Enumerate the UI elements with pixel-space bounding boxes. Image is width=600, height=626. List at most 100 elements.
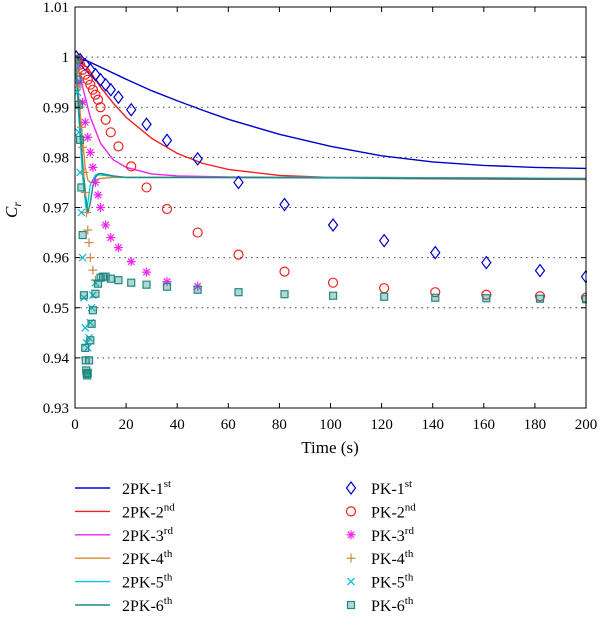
data-point xyxy=(106,233,116,243)
x-tick-label: 180 xyxy=(524,417,547,433)
data-point xyxy=(85,253,95,263)
data-point xyxy=(77,208,86,217)
data-point xyxy=(142,280,151,289)
data-point xyxy=(279,197,290,212)
y-tick-label: 0.96 xyxy=(43,251,70,267)
data-point xyxy=(80,117,90,127)
legend-item-pk-1 xyxy=(345,481,357,495)
data-point xyxy=(85,79,96,90)
data-point xyxy=(127,278,136,287)
data-point xyxy=(100,114,111,125)
data-point xyxy=(80,69,91,80)
data-point xyxy=(141,117,152,132)
legend-label: PK-2nd xyxy=(371,501,416,521)
x-tick-label: 40 xyxy=(170,417,185,433)
legend-label: PK-1st xyxy=(371,478,412,498)
legend-swatch xyxy=(345,481,357,495)
plot-data xyxy=(75,50,587,380)
legend-swatch xyxy=(346,600,356,610)
series-line-2pk-6 xyxy=(75,57,587,214)
series-markers-pk-6 xyxy=(75,55,587,380)
y-tick-label: 0.93 xyxy=(43,401,69,417)
data-point xyxy=(84,356,94,365)
series-markers-pk-1 xyxy=(75,50,587,284)
data-point xyxy=(76,135,85,144)
data-point xyxy=(83,132,93,142)
legend-swatch xyxy=(346,553,356,563)
data-point xyxy=(192,151,203,166)
series-line-2pk-5 xyxy=(75,57,587,213)
data-point xyxy=(431,293,440,302)
data-point xyxy=(327,277,339,288)
data-point xyxy=(161,133,173,148)
data-point xyxy=(85,147,95,157)
y-axis-label-main: C xyxy=(2,206,21,218)
data-point xyxy=(90,89,101,100)
data-point xyxy=(534,263,546,278)
data-point xyxy=(79,291,89,300)
data-point xyxy=(114,276,123,285)
plot-frame xyxy=(74,6,587,409)
data-point xyxy=(534,291,546,302)
data-point xyxy=(141,182,152,193)
legend-label: 2PK-3rd xyxy=(122,525,173,545)
data-point xyxy=(75,55,81,64)
data-point xyxy=(126,257,136,267)
data-point xyxy=(78,142,88,152)
data-point xyxy=(430,245,441,260)
data-point xyxy=(113,141,124,152)
legend-item-pk-4 xyxy=(346,553,356,563)
legend-label: PK-6th xyxy=(371,595,414,615)
data-point xyxy=(86,336,95,345)
x-tick-label: 20 xyxy=(119,417,134,433)
data-point xyxy=(192,227,203,238)
data-point xyxy=(88,162,98,172)
data-point xyxy=(75,128,83,137)
y-axis-label-sub: r xyxy=(10,202,24,207)
x-tick-label: 80 xyxy=(272,417,287,433)
data-point xyxy=(380,292,389,301)
data-point xyxy=(430,287,441,298)
y-tick-label: 1 xyxy=(62,50,70,66)
data-point xyxy=(162,282,172,291)
legend-label: 2PK-4th xyxy=(122,548,173,568)
legend-label: 2PK-1st xyxy=(122,478,171,498)
legend-swatch xyxy=(346,530,356,540)
data-point xyxy=(87,84,98,95)
x-tick-label: 60 xyxy=(221,417,236,433)
data-point xyxy=(91,289,100,298)
data-point xyxy=(76,168,85,177)
data-point xyxy=(77,183,86,192)
data-point xyxy=(279,266,290,277)
data-point xyxy=(126,161,137,172)
y-tick-label: 0.98 xyxy=(43,150,69,166)
x-tick-label: 0 xyxy=(71,417,79,433)
x-tick-label: 100 xyxy=(319,417,342,433)
legend-item-pk-5 xyxy=(347,577,355,586)
data-point xyxy=(83,343,92,352)
y-axis-label: Cr xyxy=(2,202,24,218)
data-point xyxy=(81,208,91,218)
series-line-2pk-2 xyxy=(75,56,587,181)
data-point xyxy=(162,277,172,287)
x-tick-label: 140 xyxy=(421,417,444,433)
data-point xyxy=(93,190,103,200)
data-point xyxy=(83,368,92,378)
legend-item-pk-3 xyxy=(346,530,356,540)
data-point xyxy=(142,267,152,277)
data-point xyxy=(113,90,124,105)
data-point xyxy=(535,294,545,303)
data-point xyxy=(125,102,137,117)
data-point xyxy=(95,72,106,87)
data-point xyxy=(113,243,123,253)
data-point xyxy=(88,265,98,275)
data-point xyxy=(233,175,244,190)
x-tick-label: 120 xyxy=(370,417,393,433)
data-point xyxy=(100,77,111,92)
data-point xyxy=(96,273,105,282)
legend-label: PK-5th xyxy=(371,572,414,592)
data-point xyxy=(481,289,492,300)
legend-item-pk-2 xyxy=(345,506,357,517)
data-point xyxy=(234,288,243,297)
